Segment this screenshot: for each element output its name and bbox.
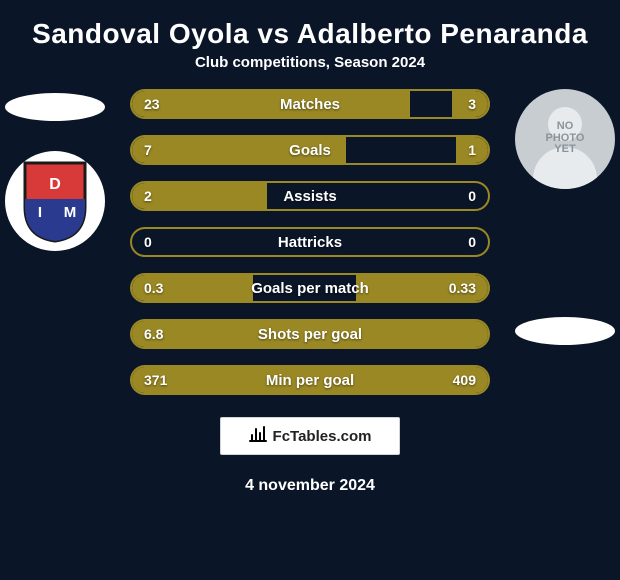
stat-label: Hattricks [132,234,488,251]
stat-row: 233Matches [130,89,490,119]
branding-badge[interactable]: FcTables.com [220,417,400,455]
right-player-column: NOPHOTOYET [510,89,620,345]
date-label: 4 november 2024 [0,477,620,495]
left-player-column: D I M [0,89,110,251]
stat-label: Matches [132,96,488,113]
left-club-badge: D I M [5,151,105,251]
club-badge-icon: D I M [20,159,90,243]
stat-label: Shots per goal [132,326,488,343]
stat-row: 71Goals [130,135,490,165]
right-player-photo-placeholder: NOPHOTOYET [515,89,615,189]
left-country-ellipse [5,93,105,121]
stat-label: Goals per match [132,280,488,297]
svg-text:M: M [64,204,77,221]
svg-text:I: I [38,204,42,221]
branding-text: FcTables.com [273,428,372,445]
stat-row: 0.30.33Goals per match [130,273,490,303]
stat-row: 371409Min per goal [130,365,490,395]
stats-list: 233Matches 71Goals 20Assists 00Hattricks 0.3… [130,89,490,395]
comparison-card: Sandoval Oyola vs Adalberto Penaranda Cl… [0,0,620,580]
stat-label: Assists [132,188,488,205]
page-title: Sandoval Oyola vs Adalberto Penaranda [0,10,620,54]
stat-row: 00Hattricks [130,227,490,257]
stat-row: 6.8Shots per goal [130,319,490,349]
stat-label: Goals [132,142,488,159]
stat-label: Min per goal [132,372,488,389]
right-country-ellipse [515,317,615,345]
svg-text:D: D [49,176,61,193]
chart-icon [249,426,267,447]
stat-row: 20Assists [130,181,490,211]
page-subtitle: Club competitions, Season 2024 [0,54,620,89]
content-area: D I M NOPHOTOYET 233Matches 71Goals 20Assi… [0,89,620,395]
no-photo-label: NOPHOTOYET [515,121,615,156]
